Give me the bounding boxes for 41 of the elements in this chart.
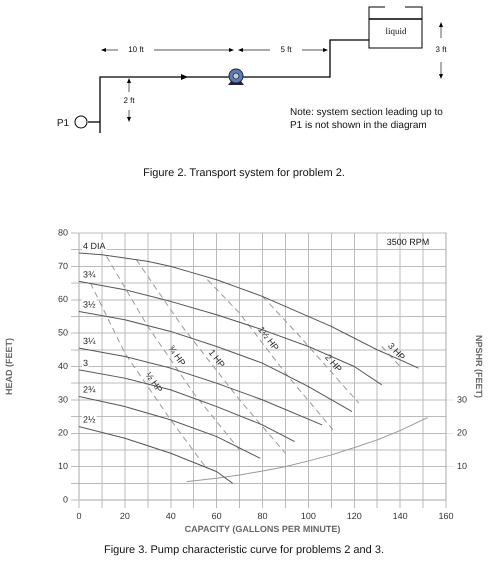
- line-series: [106, 256, 240, 450]
- y-tick-label: 80: [58, 227, 68, 238]
- series-label: 4 DIA: [83, 241, 106, 252]
- series-label: 2½: [83, 414, 96, 425]
- x-axis-title: CAPACITY (GALLONS PER MINUTE): [184, 524, 340, 534]
- text: P1: [56, 116, 70, 130]
- x-tick-label: 60: [212, 510, 222, 521]
- x-tick-label: 20: [120, 510, 130, 521]
- series-label: 3: [83, 358, 88, 368]
- x-tick-label: 80: [257, 510, 268, 521]
- series-label: 3½: [83, 299, 96, 310]
- y-tick-label: 50: [58, 328, 68, 338]
- series-label: 3¼: [83, 336, 96, 346]
- series-label: 3¾: [83, 269, 96, 280]
- x-tick-label: 0: [76, 510, 82, 521]
- x-tick-label: 40: [166, 510, 176, 521]
- series-label: 2¾: [83, 384, 96, 395]
- text: 1½ HP: [256, 324, 281, 353]
- x-tick-label: 100: [300, 510, 316, 521]
- y-tick-label: 30: [58, 394, 68, 404]
- y-tick-label: 70: [58, 260, 68, 271]
- y-tick-label: 10: [58, 461, 68, 472]
- line-series: [136, 259, 286, 454]
- y2-tick-label: 30: [457, 394, 468, 404]
- y-tick-label: 0: [62, 494, 68, 504]
- y2-tick-label: 10: [457, 461, 468, 472]
- caption: Figure 3. Pump characteristic curve for problems 2 and 3.: [104, 542, 384, 558]
- caption: Figure 2. Transport system for problem 2.: [143, 166, 345, 180]
- y-axis-title: HEAD (FEET): [4, 338, 14, 395]
- y-tick-label: 40: [58, 360, 68, 371]
- x-tick-label: 140: [392, 510, 408, 521]
- y2-axis-title: NPSHR (FEET): [474, 335, 484, 398]
- text: ¾ HP: [166, 343, 188, 368]
- y2-tick-label: 20: [457, 428, 468, 438]
- text: 1 HP: [206, 348, 227, 370]
- y-tick-label: 20: [58, 428, 68, 438]
- y-tick-label: 60: [58, 294, 68, 304]
- annotation: 3500 RPM: [386, 237, 430, 249]
- x-tick-label: 160: [438, 510, 454, 521]
- text: 3 HP: [386, 340, 407, 362]
- x-tick-label: 120: [346, 510, 362, 521]
